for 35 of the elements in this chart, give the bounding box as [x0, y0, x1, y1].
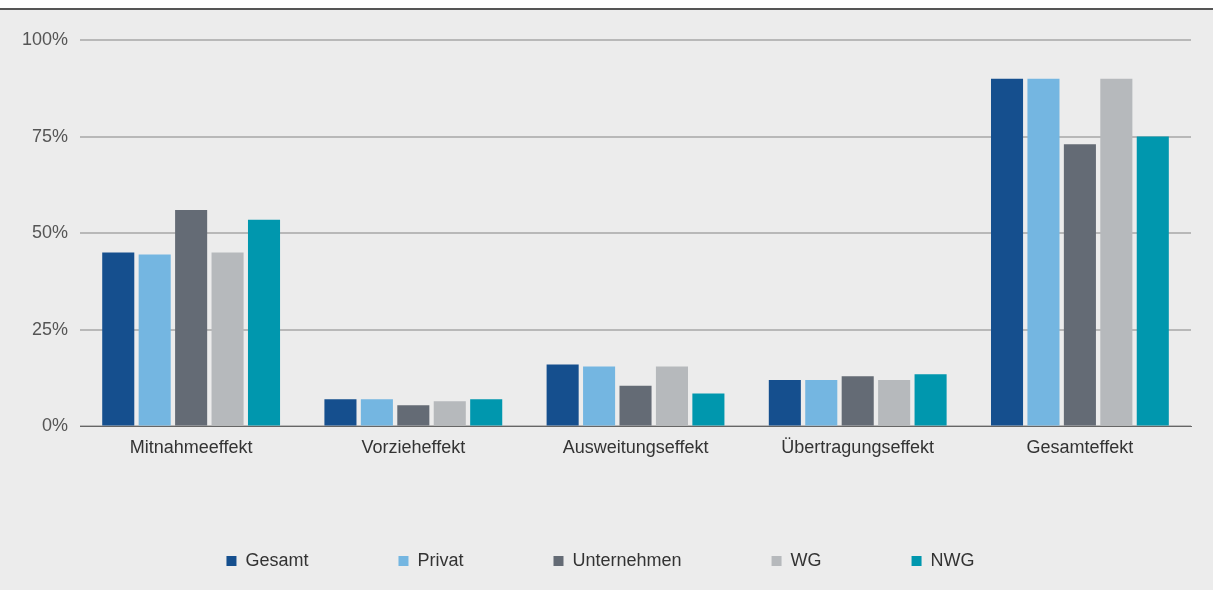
bar — [397, 405, 430, 426]
bar — [1027, 78, 1060, 426]
bar — [1136, 136, 1169, 426]
y-tick-label: 100% — [21, 28, 69, 49]
bar — [619, 385, 652, 426]
bar — [546, 364, 579, 426]
bar — [805, 380, 838, 426]
legend-label: WG — [790, 549, 822, 570]
bar — [247, 219, 281, 426]
bar — [1063, 144, 1096, 426]
bar — [175, 210, 208, 426]
legend-label: Gesamt — [245, 549, 309, 570]
bar — [768, 380, 801, 426]
y-tick-label: 50% — [32, 222, 69, 243]
y-tick-label: 25% — [32, 318, 69, 339]
bar — [841, 376, 874, 426]
bar — [692, 393, 725, 426]
y-tick-label: 0% — [42, 415, 69, 436]
bar — [138, 254, 171, 426]
x-tick-label: Mitnahmeeffekt — [129, 437, 253, 458]
bar — [360, 399, 393, 426]
legend-label: Privat — [417, 549, 464, 570]
bar — [583, 366, 616, 426]
x-tick-label: Vorzieheffekt — [361, 437, 466, 458]
bar — [324, 399, 357, 426]
bar — [102, 252, 135, 426]
legend-label: NWG — [930, 549, 975, 570]
x-tick-label: Übertragungseffekt — [781, 437, 935, 458]
bar — [990, 78, 1024, 426]
x-tick-label: Ausweitungseffekt — [562, 437, 709, 458]
bar — [470, 399, 503, 426]
bar — [914, 374, 947, 426]
y-tick-label: 75% — [32, 125, 69, 146]
legend-label: Unternehmen — [572, 549, 682, 570]
x-tick-label: Gesamteffekt — [1026, 437, 1134, 458]
